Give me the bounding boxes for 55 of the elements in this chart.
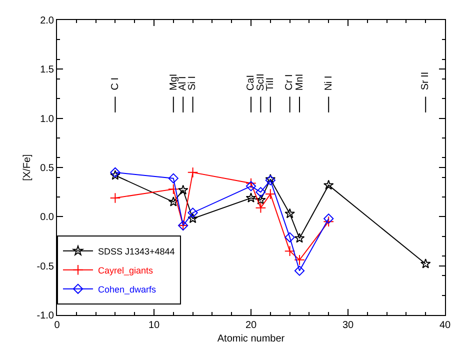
point bbox=[420, 258, 431, 268]
y-tick-label: -1.0 bbox=[36, 310, 54, 322]
point bbox=[323, 216, 334, 227]
x-tick-label: 20 bbox=[245, 320, 257, 331]
point bbox=[178, 184, 188, 195]
point bbox=[110, 170, 120, 180]
point bbox=[110, 167, 120, 178]
annotation: Cr I bbox=[284, 74, 296, 90]
point bbox=[284, 208, 295, 218]
point bbox=[255, 202, 266, 214]
point bbox=[256, 194, 266, 204]
x-tick-label: 10 bbox=[148, 320, 160, 331]
point bbox=[246, 178, 256, 189]
point bbox=[324, 214, 334, 224]
x-tick-label: 0 bbox=[54, 320, 60, 331]
point bbox=[246, 192, 256, 202]
x-tick-label: 40 bbox=[439, 320, 451, 331]
legend-label: SDSS J1343+4844 bbox=[98, 246, 175, 256]
annotation: C I bbox=[110, 77, 122, 90]
y-tick-label: 1.5 bbox=[40, 64, 54, 76]
annotation: MnI bbox=[294, 74, 306, 91]
y-tick-label: 0.5 bbox=[40, 163, 54, 174]
point bbox=[188, 208, 198, 218]
point bbox=[323, 180, 334, 190]
point bbox=[294, 266, 305, 276]
y-tick-label: 2.0 bbox=[40, 16, 54, 26]
annotation: Sr II bbox=[420, 72, 432, 90]
annotation: Si I bbox=[187, 76, 198, 90]
point bbox=[256, 187, 266, 198]
point bbox=[294, 232, 305, 243]
annotation: MgI bbox=[168, 74, 180, 90]
x-tick-label: 30 bbox=[342, 320, 354, 331]
x-axis-title: Atomic number bbox=[217, 334, 286, 344]
y-tick-label: 1.0 bbox=[40, 114, 54, 125]
annotation: CaI bbox=[245, 75, 256, 91]
point bbox=[284, 246, 296, 256]
point bbox=[188, 213, 198, 224]
point bbox=[168, 196, 179, 206]
point bbox=[110, 192, 121, 204]
annotation: TiII bbox=[264, 77, 276, 91]
point bbox=[246, 181, 256, 192]
legend-label: Cayrel_giants bbox=[98, 265, 154, 276]
legend-label: Cohen_dwarfs bbox=[98, 284, 157, 294]
y-axis-title: [X/Fe] bbox=[22, 154, 33, 181]
point bbox=[168, 173, 178, 184]
point bbox=[187, 167, 198, 178]
point bbox=[294, 254, 305, 266]
y-tick-label: -0.5 bbox=[36, 261, 54, 272]
point bbox=[168, 184, 179, 195]
annotation: Al I bbox=[178, 76, 189, 91]
point bbox=[265, 188, 276, 200]
annotation: Ni I bbox=[324, 76, 335, 91]
y-tick-label: 0.0 bbox=[40, 212, 54, 224]
annotation: ScII bbox=[256, 74, 267, 91]
point bbox=[284, 232, 295, 242]
